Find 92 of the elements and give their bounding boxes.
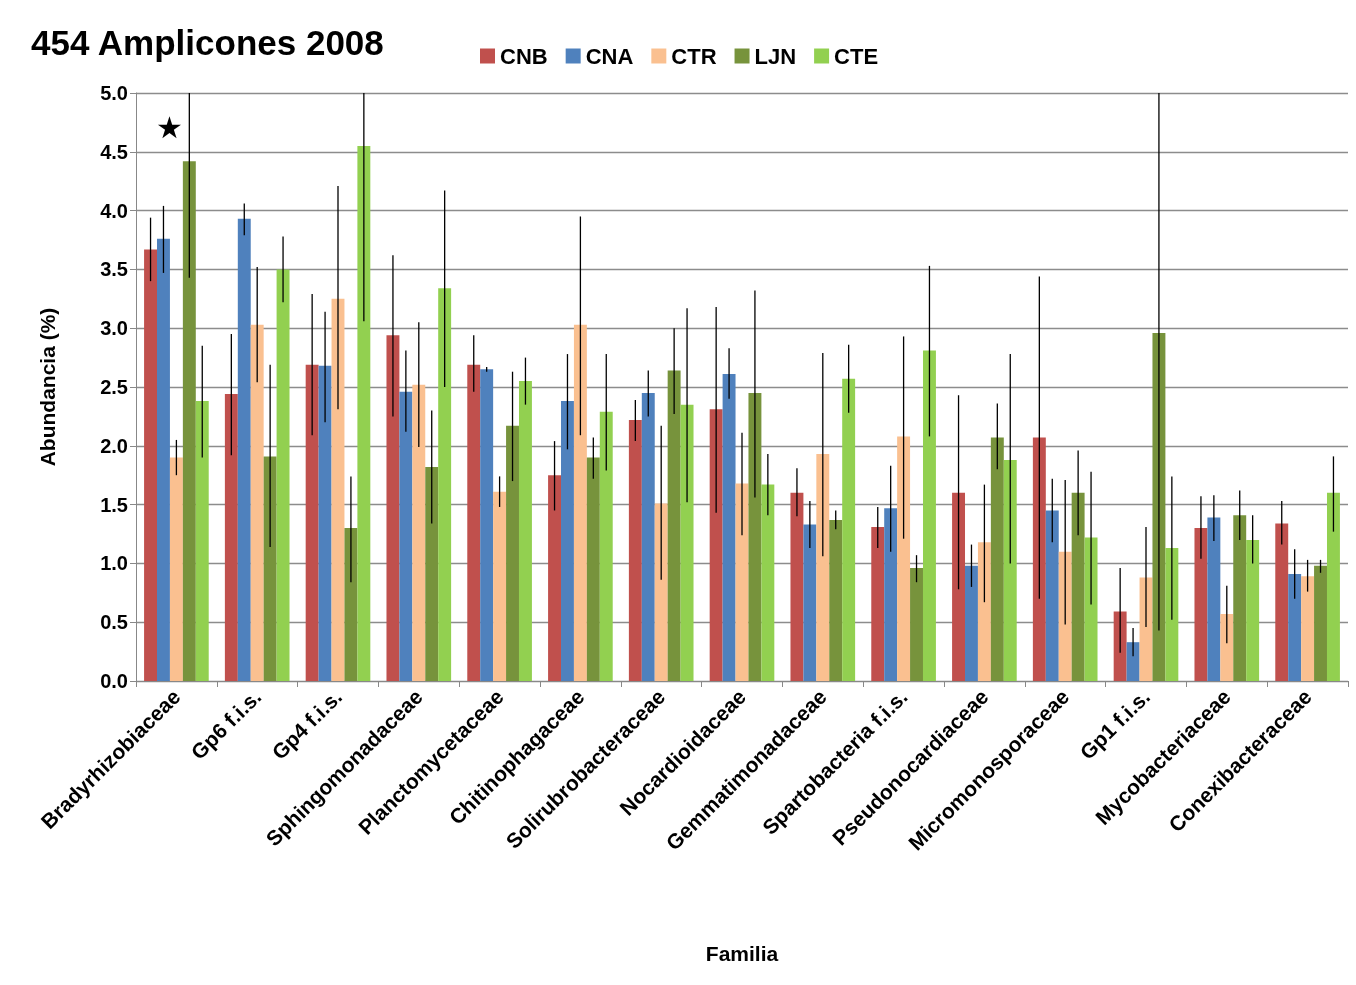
- bar: [990, 437, 1004, 681]
- bar: [599, 411, 613, 681]
- bar: [157, 238, 170, 681]
- bar: [1207, 517, 1221, 681]
- bar: [842, 378, 856, 681]
- bar: [654, 503, 668, 681]
- bar: [641, 392, 655, 681]
- bar: [1058, 551, 1072, 681]
- bar: [1084, 537, 1098, 681]
- bar: [1288, 573, 1302, 681]
- y-tick-label: 0.0: [100, 670, 128, 692]
- bar: [1003, 459, 1017, 681]
- bar: [1194, 528, 1208, 681]
- bar: [169, 457, 183, 681]
- bar: [1113, 611, 1127, 681]
- y-tick-label: 5.0: [100, 82, 128, 104]
- bar: [305, 364, 319, 681]
- bar: [965, 565, 978, 681]
- bar: [263, 456, 277, 681]
- bar: [467, 364, 481, 681]
- bar: [318, 365, 332, 681]
- bar: [586, 457, 600, 681]
- bar: [144, 249, 158, 681]
- bar: [709, 409, 723, 681]
- bar: [1045, 510, 1059, 681]
- bar: [276, 269, 290, 681]
- bar: [548, 475, 562, 681]
- y-axis-title: Abundancia (%): [36, 307, 59, 467]
- bar: [573, 324, 587, 681]
- bar: [224, 394, 238, 681]
- bar: [1233, 515, 1247, 681]
- bar: [829, 519, 843, 681]
- legend-label: CNB: [500, 43, 548, 69]
- bar: [1246, 539, 1260, 681]
- y-tick-label: 1.5: [100, 493, 128, 516]
- legend-label: CTE: [834, 43, 879, 69]
- bar: [412, 384, 426, 681]
- bar: [790, 492, 804, 681]
- bar: [1301, 576, 1315, 681]
- bar: [884, 508, 898, 681]
- bar: [952, 492, 966, 681]
- y-tick-label: 0.5: [100, 611, 128, 634]
- bar: [506, 425, 519, 681]
- bar: [518, 381, 532, 681]
- annotation: ★: [156, 110, 183, 144]
- y-tick-label: 4.0: [100, 199, 128, 222]
- x-tick-label: Gp6 f.i.s.: [186, 684, 266, 764]
- bar: [1126, 642, 1140, 681]
- bar: [357, 145, 371, 681]
- bar: [977, 542, 991, 681]
- bar: [480, 369, 494, 681]
- y-tick-label: 2.0: [100, 434, 128, 457]
- y-tick-label: 1.0: [100, 552, 128, 575]
- legend-label: LJN: [754, 43, 797, 69]
- bar: [1220, 613, 1234, 681]
- y-tick-label: 2.5: [100, 376, 128, 398]
- bar: [1165, 548, 1179, 681]
- y-tick-label: 4.5: [100, 140, 128, 163]
- bar: [761, 484, 775, 681]
- bar: [680, 404, 694, 681]
- bar: [438, 288, 452, 681]
- bar: [344, 528, 358, 681]
- bar: [1275, 523, 1289, 681]
- bar: [871, 526, 885, 681]
- bar: [1314, 565, 1327, 681]
- bar: [722, 374, 736, 681]
- bar: [399, 391, 413, 681]
- bar: [386, 335, 400, 681]
- chart-title: 454 Amplicones 2008: [31, 23, 384, 62]
- bar: [803, 524, 817, 681]
- bar: [748, 392, 762, 681]
- bar: [250, 324, 264, 681]
- bar: [816, 454, 830, 681]
- legend-label: CTR: [671, 43, 717, 69]
- legend-label: CNA: [585, 43, 634, 69]
- y-tick-label: 3.0: [100, 317, 128, 340]
- bar: [425, 466, 439, 681]
- y-tick-label: 3.5: [100, 258, 128, 281]
- x-axis-title: Familia: [705, 942, 779, 965]
- bar: [195, 401, 209, 681]
- bar: [897, 436, 911, 681]
- bar: [561, 401, 574, 681]
- bar: [667, 370, 681, 681]
- bar: [910, 568, 923, 681]
- bar: [493, 491, 507, 681]
- bar: [182, 161, 196, 681]
- bar: [628, 419, 642, 681]
- bar: [1071, 492, 1085, 681]
- bar: [1326, 492, 1340, 681]
- bar: [922, 350, 936, 681]
- bar: [1032, 437, 1046, 681]
- bar: [237, 218, 251, 681]
